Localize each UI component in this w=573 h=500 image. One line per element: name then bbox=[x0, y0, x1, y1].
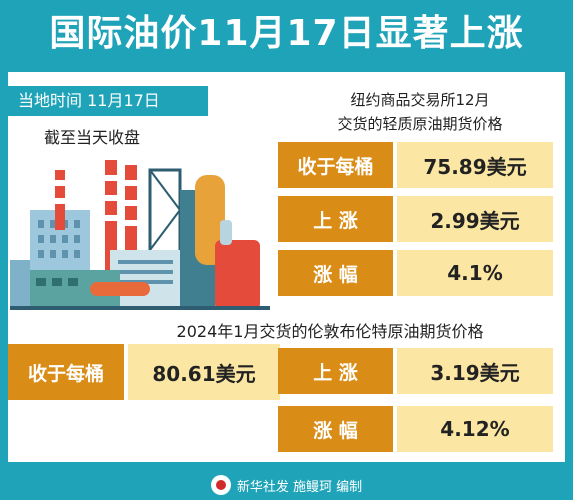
nymex-heading-line2: 交货的轻质原油期货价格 bbox=[337, 115, 503, 133]
date-badge: 当地时间 11月17日 bbox=[8, 86, 208, 116]
nymex-row-rise: 上 涨 2.99美元 bbox=[278, 196, 553, 242]
refinery-illustration bbox=[10, 160, 270, 310]
brent-rise-value: 3.19美元 bbox=[397, 348, 553, 394]
nymex-rise-label: 上 涨 bbox=[278, 196, 393, 242]
footer: 新华社发 施鳗珂 编制 bbox=[0, 470, 573, 500]
xinhua-logo-icon bbox=[210, 475, 231, 495]
nymex-close-label: 收于每桶 bbox=[278, 142, 393, 188]
nymex-close-value: 75.89美元 bbox=[397, 142, 553, 188]
nymex-row-close: 收于每桶 75.89美元 bbox=[278, 142, 553, 188]
nymex-rise-value: 2.99美元 bbox=[397, 196, 553, 242]
brent-close-label: 收于每桶 bbox=[8, 344, 124, 400]
nymex-row-pct: 涨 幅 4.1% bbox=[278, 250, 553, 296]
brent-row-pct: 涨 幅 4.12% bbox=[278, 406, 553, 452]
nymex-pct-value: 4.1% bbox=[397, 250, 553, 296]
nymex-pct-label: 涨 幅 bbox=[278, 250, 393, 296]
page-title: 国际油价11月17日显著上涨 bbox=[49, 13, 524, 54]
brent-row-rise: 上 涨 3.19美元 bbox=[278, 348, 553, 394]
brent-heading: 2024年1月交货的伦敦布伦特原油期货价格 bbox=[176, 322, 484, 341]
closing-note: 截至当天收盘 bbox=[44, 128, 141, 147]
brent-close-value: 80.61美元 bbox=[128, 344, 280, 400]
nymex-heading: 纽约商品交易所12月 交货的轻质原油期货价格 bbox=[285, 88, 555, 136]
brent-rise-label: 上 涨 bbox=[278, 348, 393, 394]
brent-row-close: 收于每桶 80.61美元 bbox=[8, 344, 280, 400]
footer-credit: 新华社发 施鳗珂 编制 bbox=[236, 479, 363, 495]
brent-pct-value: 4.12% bbox=[397, 406, 553, 452]
nymex-heading-line1: 纽约商品交易所12月 bbox=[350, 91, 490, 109]
brent-pct-label: 涨 幅 bbox=[278, 406, 393, 452]
